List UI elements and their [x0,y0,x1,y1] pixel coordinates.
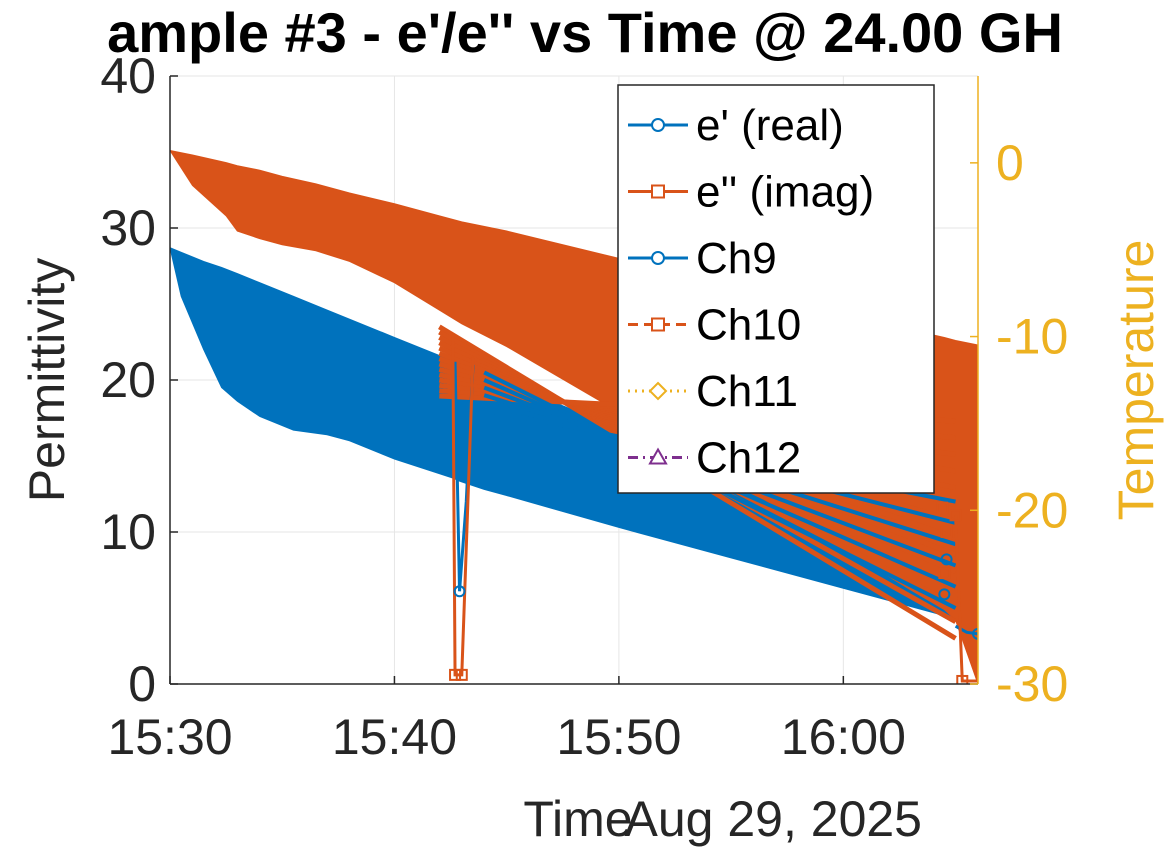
legend-box [617,84,935,494]
y2-axis-label: Temperature [1108,240,1164,521]
series-imag-marker [938,567,951,580]
x-tick-label: 15:40 [332,709,457,765]
legend-marker [651,118,665,132]
series-real-marker [938,588,951,601]
series-imag-marker [455,668,468,681]
legend-marker [651,317,665,332]
series-imag-dip [451,334,475,677]
y2-tick-label: -20 [996,482,1068,538]
y-tick-label: 30 [100,200,156,256]
series-real-marker [453,585,466,598]
legend-label: Ch10 [696,301,801,350]
x-tick-label: 16:00 [781,709,906,765]
legend-label: Ch12 [696,434,801,483]
series-imag-tail [954,515,978,683]
series-real-marker [940,553,953,566]
x-tick-label: 15:50 [556,709,681,765]
legend-marker [648,381,668,401]
series-real-marker [972,627,978,640]
y-axis-label: Permittivity [19,258,75,502]
legend-label: Ch9 [696,234,777,283]
series-imag-marker [949,509,962,522]
series-imag-marker [940,526,953,538]
y2-tick-label: -30 [996,656,1068,712]
axes: 0 10 20 30 40 15:30 15:40 15:50 16:00 0 -10 -20 -30 [100,48,1068,765]
legend-marker [651,184,665,199]
x-axis-date-label: Aug 29, 2025 [625,791,923,847]
legend-label: e'' (imag) [696,168,874,217]
y-tick-label: 10 [100,504,156,560]
y2-tick-label: -10 [996,309,1068,365]
y-tick-label: 0 [128,656,156,712]
legend-label: Ch11 [696,367,798,416]
y2-tick-label: 0 [996,135,1024,191]
series-imag-marker [449,668,462,681]
series-imag-marker [956,674,969,684]
x-axis-label: Time [523,791,632,847]
legend-label: e' (real) [696,101,844,150]
series-imag-marker [936,501,949,514]
legend-marker [648,447,668,465]
y-tick-label: 40 [100,48,156,104]
legend: e' (real) e'' (imag) Ch9 Ch10 Ch11 Ch12 [617,84,935,494]
y-tick-label: 20 [100,352,156,408]
chart-title: ample #3 - e'/e'' vs Time @ 24.00 GH [107,1,1063,64]
legend-marker [651,251,665,265]
x-tick-label: 15:30 [107,709,232,765]
